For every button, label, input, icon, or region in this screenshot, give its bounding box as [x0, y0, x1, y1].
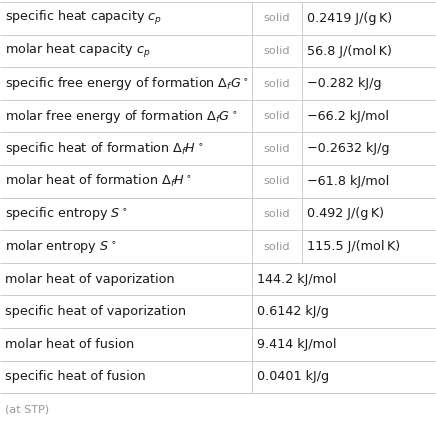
Text: specific heat of vaporization: specific heat of vaporization — [5, 305, 186, 318]
Text: 115.5 J/(mol K): 115.5 J/(mol K) — [307, 240, 401, 253]
Text: molar heat of fusion: molar heat of fusion — [5, 338, 134, 351]
Text: molar free energy of formation $\Delta_f G^\circ$: molar free energy of formation $\Delta_f… — [5, 108, 238, 125]
Text: specific heat of formation $\Delta_f H^\circ$: specific heat of formation $\Delta_f H^\… — [5, 140, 204, 157]
Text: solid: solid — [264, 209, 290, 219]
Text: solid: solid — [264, 176, 290, 186]
Text: specific heat capacity $c_p$: specific heat capacity $c_p$ — [5, 9, 163, 28]
Text: −0.282 kJ/g: −0.282 kJ/g — [307, 77, 382, 90]
Text: −0.2632 kJ/g: −0.2632 kJ/g — [307, 142, 390, 155]
Text: molar heat capacity $c_p$: molar heat capacity $c_p$ — [5, 42, 151, 60]
Text: 0.6142 kJ/g: 0.6142 kJ/g — [257, 305, 329, 318]
Text: (at STP): (at STP) — [5, 404, 49, 414]
Text: 56.8 J/(mol K): 56.8 J/(mol K) — [307, 45, 392, 57]
Text: molar heat of vaporization: molar heat of vaporization — [5, 272, 175, 286]
Text: molar entropy $S^\circ$: molar entropy $S^\circ$ — [5, 238, 117, 255]
Text: solid: solid — [264, 46, 290, 56]
Text: 0.0401 kJ/g: 0.0401 kJ/g — [257, 370, 329, 383]
Text: 0.2419 J/(g K): 0.2419 J/(g K) — [307, 12, 392, 25]
Text: −66.2 kJ/mol: −66.2 kJ/mol — [307, 110, 389, 123]
Text: 9.414 kJ/mol: 9.414 kJ/mol — [257, 338, 337, 351]
Text: 144.2 kJ/mol: 144.2 kJ/mol — [257, 272, 337, 286]
Text: solid: solid — [264, 241, 290, 252]
Text: solid: solid — [264, 144, 290, 154]
Text: solid: solid — [264, 79, 290, 88]
Text: solid: solid — [264, 14, 290, 23]
Text: specific entropy $S^\circ$: specific entropy $S^\circ$ — [5, 205, 128, 222]
Text: 0.492 J/(g K): 0.492 J/(g K) — [307, 207, 385, 221]
Text: specific free energy of formation $\Delta_f G^\circ$: specific free energy of formation $\Delt… — [5, 75, 249, 92]
Text: −61.8 kJ/mol: −61.8 kJ/mol — [307, 175, 390, 188]
Text: molar heat of formation $\Delta_f H^\circ$: molar heat of formation $\Delta_f H^\cir… — [5, 173, 192, 190]
Text: specific heat of fusion: specific heat of fusion — [5, 370, 146, 383]
Text: solid: solid — [264, 111, 290, 121]
